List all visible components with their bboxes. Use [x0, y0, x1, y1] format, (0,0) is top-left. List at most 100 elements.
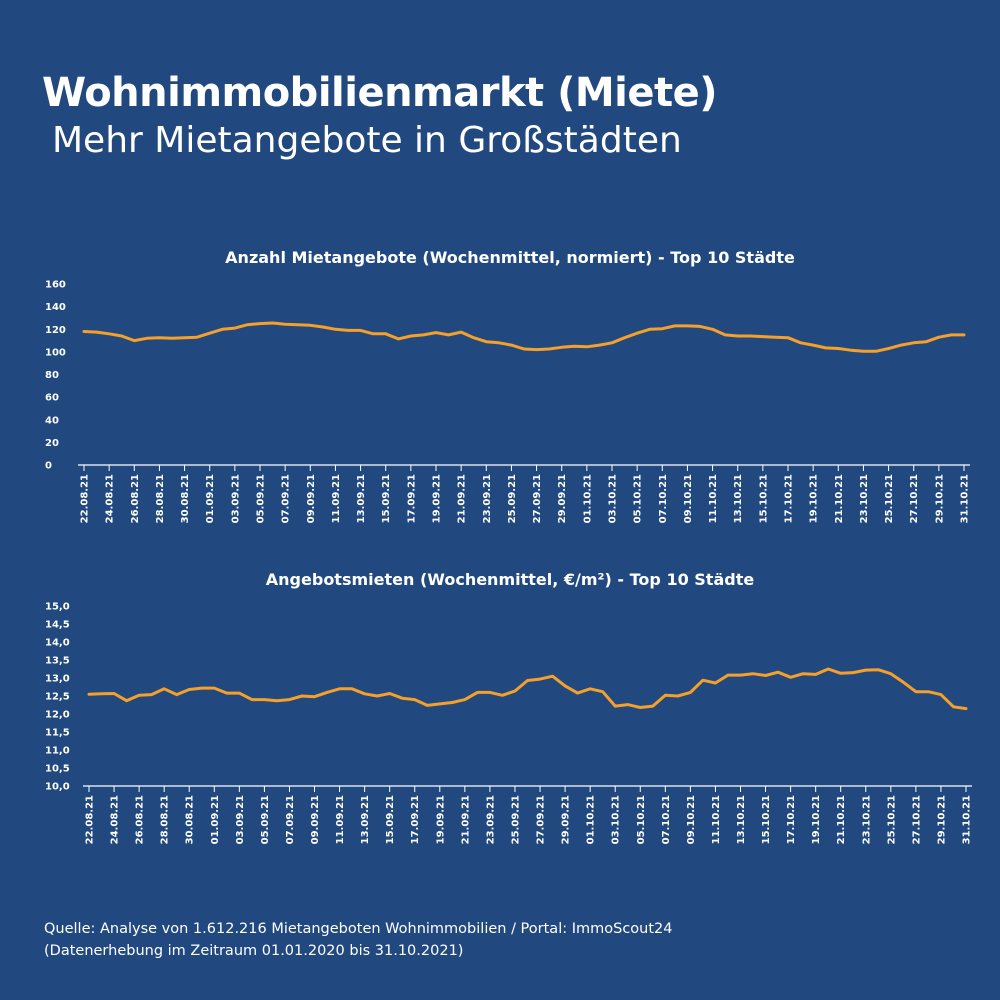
- x-tick-label: 24.08.21: [110, 795, 121, 844]
- x-tick-label: 27.10.21: [911, 795, 922, 844]
- x-tick-label: 27.10.21: [909, 474, 920, 523]
- data-point: [902, 681, 905, 684]
- data-point: [188, 688, 191, 691]
- data-point: [535, 348, 538, 351]
- data-point: [95, 330, 98, 334]
- data-point: [547, 347, 551, 351]
- data-point: [133, 339, 136, 342]
- y-tick-label: 0: [45, 461, 52, 472]
- data-point: [497, 341, 501, 345]
- data-point: [723, 333, 727, 337]
- x-tick-label: 09.09.21: [306, 474, 317, 523]
- x-tick-label: 11.09.21: [331, 474, 342, 523]
- data-point: [899, 343, 903, 347]
- data-point: [488, 691, 492, 694]
- x-tick-label: 09.10.21: [686, 795, 697, 844]
- data-point: [447, 333, 450, 337]
- y-tick-label: 20: [45, 438, 59, 449]
- series-line: [87, 667, 968, 711]
- data-point: [811, 343, 815, 347]
- data-point: [150, 693, 153, 696]
- x-tick-label: 21.09.21: [460, 795, 471, 844]
- y-tick-label: 12,0: [45, 710, 70, 721]
- y-tick-label: 14,5: [45, 620, 70, 631]
- data-point: [962, 333, 966, 337]
- data-point: [313, 695, 316, 698]
- data-point: [839, 672, 842, 675]
- x-tick-label: 15.09.21: [385, 795, 396, 844]
- y-tick-label: 15,0: [45, 602, 70, 613]
- x-tick-label: 03.10.21: [611, 795, 622, 844]
- data-point: [112, 692, 116, 695]
- data-point: [874, 350, 878, 353]
- data-point: [513, 689, 517, 693]
- data-point: [698, 325, 702, 328]
- data-point: [824, 346, 827, 350]
- y-tick-label: 160: [45, 280, 66, 291]
- y-tick-label: 140: [45, 302, 66, 313]
- data-point: [849, 348, 853, 352]
- data-point: [585, 345, 589, 348]
- data-point: [510, 343, 513, 347]
- data-point: [233, 326, 237, 330]
- offers-count-chart: Anzahl Mietangebote (Wochenmittel, normi…: [45, 248, 971, 523]
- data-point: [476, 691, 479, 694]
- y-tick-label: 80: [45, 370, 59, 381]
- x-tick-label: 19.10.21: [811, 795, 822, 844]
- data-point: [346, 329, 350, 332]
- data-point: [459, 330, 463, 334]
- data-point: [736, 334, 739, 338]
- data-point: [250, 698, 254, 701]
- x-tick-label: 05.09.21: [256, 474, 267, 523]
- data-point: [626, 703, 629, 706]
- x-tick-label: 13.09.21: [356, 474, 367, 523]
- x-tick-label: 09.09.21: [310, 795, 321, 844]
- y-tick-label: 11,0: [45, 746, 70, 757]
- data-point: [522, 347, 526, 351]
- data-point: [426, 704, 429, 707]
- y-tick-label: 10,0: [45, 782, 70, 793]
- data-point: [661, 327, 664, 330]
- data-point: [288, 698, 291, 701]
- data-point: [761, 335, 765, 338]
- data-point: [82, 330, 86, 333]
- x-tick-label: 23.10.21: [859, 474, 870, 523]
- data-point: [221, 328, 224, 331]
- data-point: [588, 687, 592, 690]
- x-tick-label: 26.08.21: [135, 795, 146, 844]
- data-point: [263, 698, 266, 701]
- page-title: Wohnimmobilienmarkt (Miete): [42, 70, 718, 116]
- data-point: [120, 334, 123, 338]
- x-tick-label: 11.10.21: [711, 795, 722, 844]
- x-tick-label: 19.09.21: [435, 795, 446, 844]
- x-tick-label: 28.08.21: [160, 795, 171, 844]
- data-point: [964, 707, 968, 710]
- y-tick-label: 13,0: [45, 674, 70, 685]
- x-tick-label: 09.10.21: [683, 474, 694, 523]
- data-point: [927, 690, 930, 693]
- x-tick-label: 29.10.21: [934, 474, 945, 523]
- x-tick-label: 01.09.21: [210, 795, 221, 844]
- x-tick-label: 22.08.21: [85, 795, 96, 844]
- source-line-2: (Datenerhebung im Zeitraum 01.01.2020 bi…: [44, 943, 464, 959]
- x-tick-label: 17.10.21: [784, 474, 795, 523]
- data-point: [950, 333, 953, 337]
- data-point: [576, 691, 579, 695]
- x-tick-label: 25.10.21: [884, 474, 895, 523]
- data-point: [275, 699, 279, 702]
- data-point: [195, 335, 199, 339]
- source-line-1: Quelle: Analyse von 1.612.216 Mietangebo…: [44, 921, 673, 937]
- data-point: [937, 335, 941, 339]
- x-tick-label: 05.10.21: [633, 474, 644, 523]
- asking-rent-chart: Angebotsmieten (Wochenmittel, €/m²) - To…: [45, 570, 973, 844]
- data-point: [485, 340, 488, 343]
- y-tick-label: 12,5: [45, 692, 70, 703]
- x-tick-label: 03.09.21: [230, 474, 241, 523]
- x-tick-label: 24.08.21: [105, 474, 116, 523]
- y-tick-label: 120: [45, 325, 66, 336]
- y-tick-label: 11,5: [45, 728, 70, 739]
- chart-title: Anzahl Mietangebote (Wochenmittel, normi…: [225, 248, 795, 267]
- data-point: [371, 332, 375, 335]
- x-tick-label: 19.09.21: [432, 474, 443, 523]
- chart-title: Angebotsmieten (Wochenmittel, €/m²) - To…: [266, 570, 755, 589]
